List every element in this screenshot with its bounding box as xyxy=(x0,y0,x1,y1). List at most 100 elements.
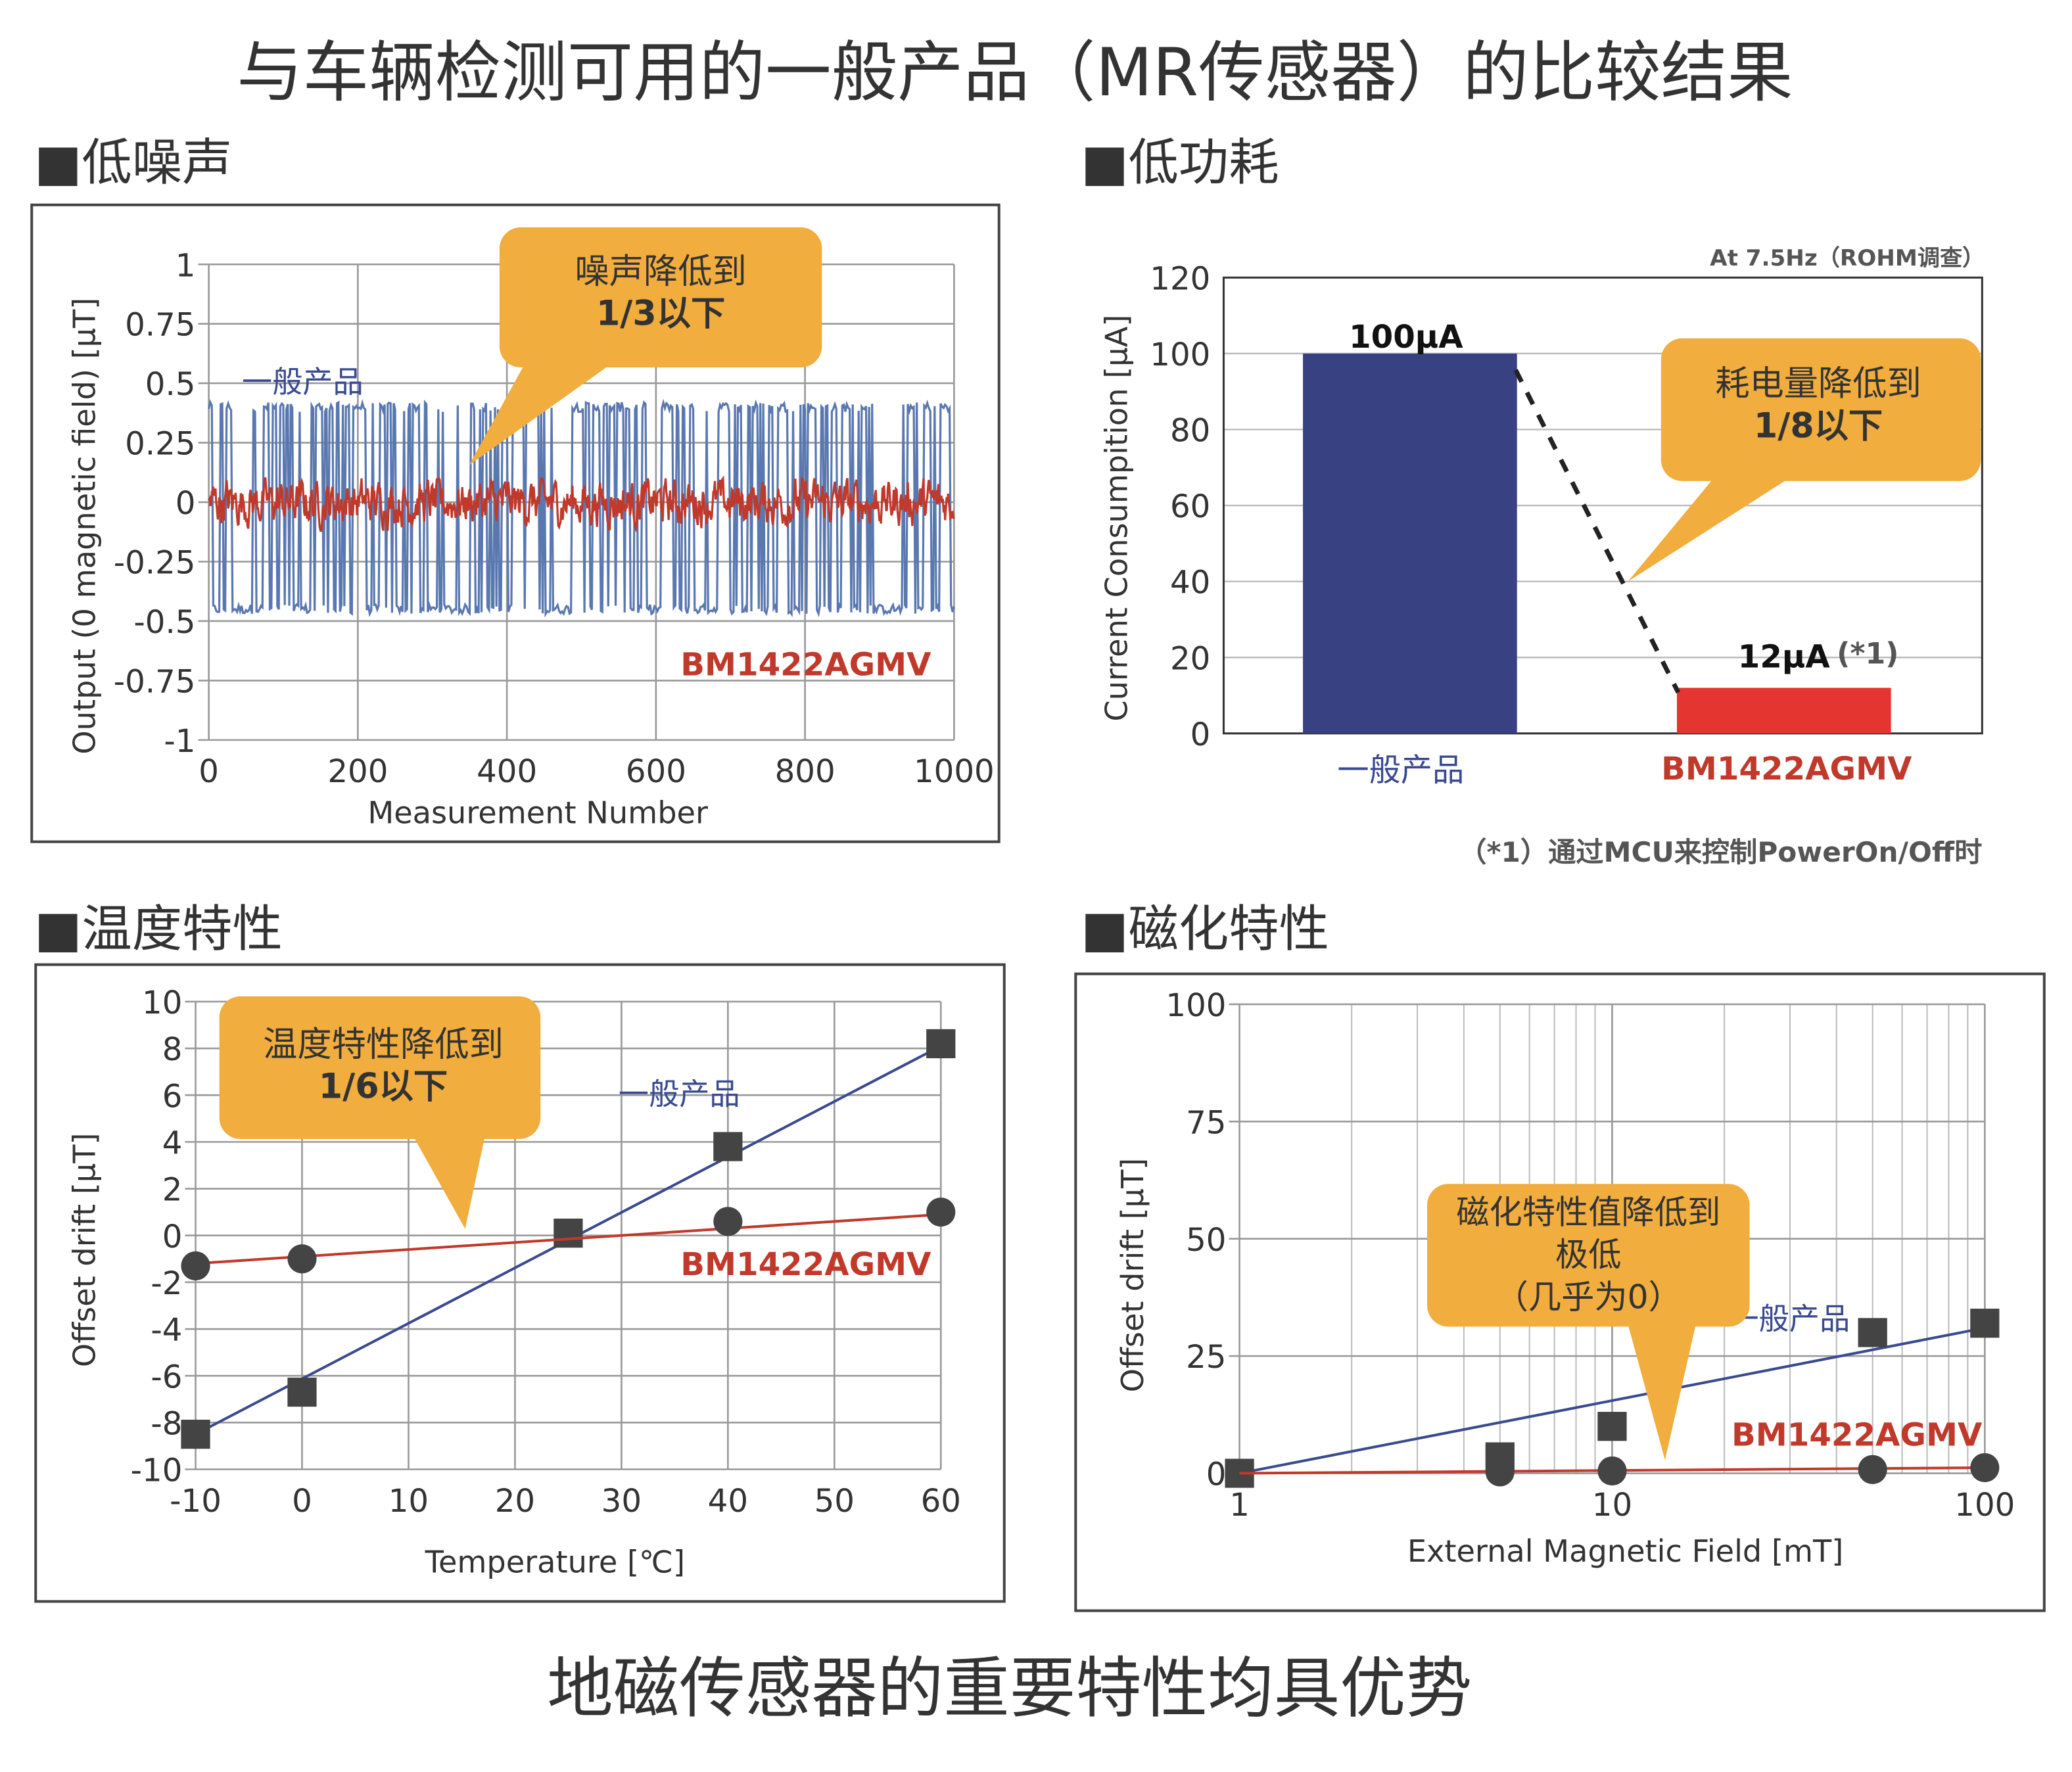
circle-marker xyxy=(1858,1455,1887,1484)
fit-line xyxy=(195,1213,941,1265)
bar xyxy=(1303,353,1517,734)
x-tick-label: 60 xyxy=(921,1483,961,1520)
power-cat-general: 一般产品 xyxy=(1337,752,1464,789)
x-tick-label: 30 xyxy=(601,1483,642,1520)
plot-frame xyxy=(1222,276,1983,735)
series-line-bm xyxy=(208,475,955,533)
series-line-general xyxy=(208,398,955,618)
square-marker xyxy=(1597,1412,1627,1441)
magnetization-panel: ■磁化特性 100 75 50 25 01 10 100 Offset drift [μT]… xyxy=(1074,900,2046,1612)
y-tick-label: 2 xyxy=(162,1172,183,1209)
y-tick-label: 100 xyxy=(1166,987,1226,1024)
square-marker xyxy=(553,1219,583,1248)
temp-legend-general: 一般产品 xyxy=(619,1077,740,1112)
x-tick-label: 0 xyxy=(199,753,219,790)
noise-heading: ■低噪声 xyxy=(34,134,232,193)
y-tick-label: 120 xyxy=(1150,260,1210,297)
noise-callout-line1: 噪声降低到 xyxy=(575,251,746,291)
y-tick-label: 20 xyxy=(1170,640,1210,677)
y-tick-label: 8 xyxy=(162,1031,183,1068)
y-tick-label: -6 xyxy=(151,1359,182,1395)
mag-callout-line2: 极低 xyxy=(1555,1235,1622,1274)
power-ylabel: Current Consumpition [μA] xyxy=(1099,315,1135,722)
square-marker xyxy=(181,1420,210,1449)
noise-legend-general: 一般产品 xyxy=(242,364,364,400)
mag-callout: 磁化特性值降低到 极低 （几乎为0） xyxy=(1427,1184,1750,1460)
page-title: 与车辆检测可用的一般产品（MR传感器）的比较结果 xyxy=(237,34,1793,111)
y-tick-label: 50 xyxy=(1186,1222,1226,1259)
x-tick-label: 50 xyxy=(814,1483,855,1520)
square-marker xyxy=(287,1377,317,1407)
x-tick-label: 400 xyxy=(477,753,537,790)
mag-xlabel: External Magnetic Field [mT] xyxy=(1407,1533,1843,1569)
temp-xlabel: Temperature [℃] xyxy=(425,1544,685,1579)
circle-marker xyxy=(1485,1457,1515,1487)
y-tick-label: -10 xyxy=(131,1453,183,1489)
noise-legend-bm: BM1422AGMV xyxy=(680,646,931,683)
y-tick-label: -0.75 xyxy=(114,664,196,701)
noise-panel: ■低噪声 10.750.50.250-0.25-0.5-0.75-10 200 40… xyxy=(30,134,1001,843)
temp-ylabel: Offset drift [μT] xyxy=(67,1132,103,1367)
square-marker xyxy=(926,1029,956,1059)
noise-callout: 噪声降低到 1/3以下 xyxy=(469,227,822,465)
y-tick-label: 4 xyxy=(162,1125,183,1161)
y-tick-label: -8 xyxy=(151,1405,182,1442)
power-footnote: （*1）通过MCU来控制PowerOn/Off时 xyxy=(1459,836,1982,868)
y-tick-label: -2 xyxy=(151,1265,182,1302)
x-tick-label: 200 xyxy=(327,753,388,790)
bar xyxy=(1676,688,1891,734)
y-tick-label: 0.5 xyxy=(145,366,196,403)
y-tick-label: 80 xyxy=(1170,413,1210,450)
y-tick-label: 100 xyxy=(1150,337,1210,373)
y-tick-label: 0.25 xyxy=(125,426,195,463)
y-tick-label: 10 xyxy=(142,985,182,1021)
x-tick-label: 600 xyxy=(626,753,686,790)
power-callout: 耗电量降低到 1/8以下 xyxy=(1628,338,1981,582)
x-tick-label: 100 xyxy=(1954,1487,2015,1524)
mag-heading: ■磁化特性 xyxy=(1081,900,1329,958)
x-tick-label: -10 xyxy=(170,1483,222,1520)
y-tick-label: 0 xyxy=(162,1219,183,1255)
power-callout-line2: 1/8以下 xyxy=(1754,406,1883,446)
temp-callout: 温度特性降低到 1/6以下 xyxy=(219,996,541,1229)
y-tick-label: -0.25 xyxy=(114,545,196,582)
y-tick-label: 0 xyxy=(1190,716,1211,753)
x-tick-label: 800 xyxy=(775,753,836,790)
circle-marker xyxy=(287,1244,317,1274)
footer-text: 地磁传感器的重要特性均具优势 xyxy=(547,1650,1472,1727)
power-callout-line1: 耗电量降低到 xyxy=(1715,363,1921,404)
power-label-bm: 12μA xyxy=(1738,638,1831,675)
y-tick-label: -0.5 xyxy=(133,604,195,641)
fit-line xyxy=(1239,1326,1985,1475)
x-tick-label: 0 xyxy=(292,1483,312,1520)
mag-legend-bm: BM1422AGMV xyxy=(1731,1416,1983,1453)
circle-marker xyxy=(926,1198,956,1227)
power-note: At 7.5Hz（ROHM调查） xyxy=(1710,245,1985,271)
y-tick-label: 1 xyxy=(176,247,196,284)
square-marker xyxy=(713,1132,743,1161)
temp-heading: ■温度特性 xyxy=(34,900,283,958)
square-marker xyxy=(1970,1309,2000,1338)
x-tick-label: 20 xyxy=(495,1483,535,1520)
x-tick-label: 40 xyxy=(708,1483,748,1520)
y-tick-label: 60 xyxy=(1170,488,1210,525)
y-tick-label: -4 xyxy=(151,1312,182,1349)
circle-marker xyxy=(181,1251,210,1281)
x-tick-label: 10 xyxy=(388,1483,429,1520)
mag-ylabel: Offset drift [μT] xyxy=(1115,1158,1150,1393)
square-marker xyxy=(1858,1318,1887,1347)
power-heading: ■低功耗 xyxy=(1081,134,1279,193)
x-tick-label: 10 xyxy=(1592,1487,1632,1524)
power-label-note: (*1) xyxy=(1837,637,1898,670)
noise-xlabel: Measurement Number xyxy=(367,795,708,831)
noise-callout-line2: 1/3以下 xyxy=(596,294,725,334)
mag-callout-line3: （几乎为0） xyxy=(1495,1277,1682,1316)
circle-marker xyxy=(713,1207,743,1236)
temp-legend-bm: BM1422AGMV xyxy=(680,1246,931,1283)
y-tick-label: 0 xyxy=(176,485,196,522)
circle-marker xyxy=(1970,1453,2000,1483)
x-tick-label: 1000 xyxy=(914,753,995,790)
y-tick-label: 0.75 xyxy=(125,307,195,344)
